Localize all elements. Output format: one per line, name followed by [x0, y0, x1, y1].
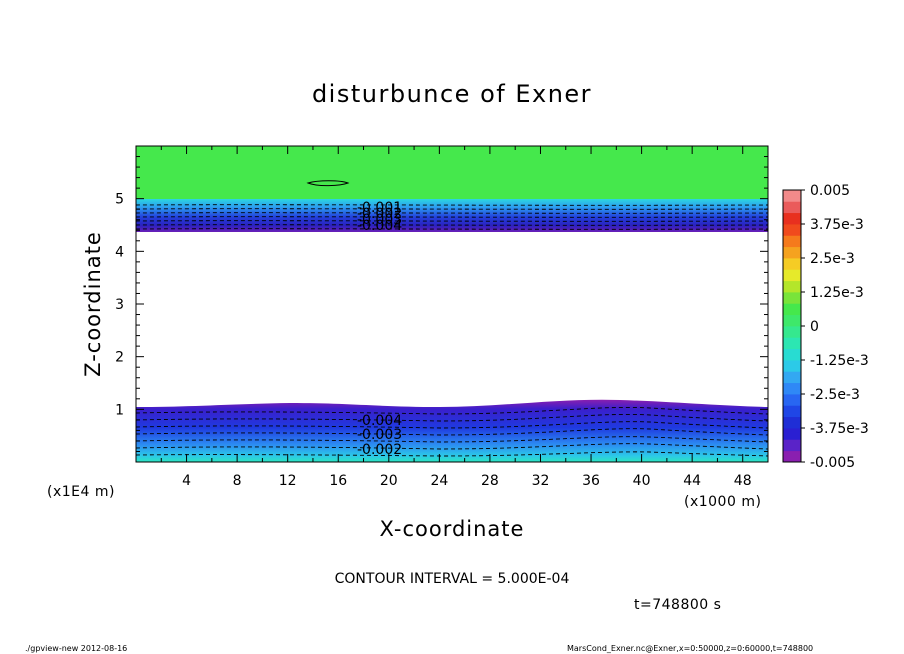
colorbar-label: 1.25e-3: [810, 285, 864, 301]
x-tick-label: 40: [633, 473, 651, 489]
colorbar-label: -1.25e-3: [810, 353, 869, 369]
colorbar-swatch: [783, 439, 801, 452]
contour-labels-upper: -0.001 -0.002 -0.003 -0.004: [357, 200, 402, 234]
colorbar-swatch: [783, 428, 801, 440]
y-tick-label: 2: [115, 350, 124, 366]
y-scale-note: (x1E4 m): [47, 484, 115, 500]
y-tick-labels: 1 2 3 4 5: [115, 192, 124, 419]
colorbar-swatch: [783, 416, 801, 429]
colorbar-swatch: [783, 212, 801, 225]
contour-label: -0.003: [357, 212, 402, 228]
x-tick-label: 44: [683, 473, 701, 489]
x-tick-label: 12: [279, 473, 297, 489]
colorbar-label: 2.5e-3: [810, 251, 855, 267]
colorbar-label: 3.75e-3: [810, 217, 864, 233]
colorbar-swatch: [783, 201, 801, 214]
contour-labels-lower: -0.004 -0.003 -0.002: [357, 413, 402, 458]
x-tick-label: 48: [734, 473, 752, 489]
colorbar-labels: 0.005 3.75e-3 2.5e-3 1.25e-3 0 -1.25e-3 -2.5e-…: [801, 183, 869, 471]
small-closed-contour: [306, 180, 350, 187]
colorbar-swatch: [783, 394, 801, 406]
colorbar-swatch: [783, 360, 801, 372]
upper-gradient-band: [136, 199, 768, 232]
colorbar-swatch: [783, 246, 801, 259]
x-tick-label: 32: [532, 473, 550, 489]
colorbar-swatches: [783, 190, 801, 463]
colorbar-swatch: [783, 235, 801, 248]
x-tick-label: 36: [582, 473, 600, 489]
colorbar-swatch: [783, 382, 801, 395]
colorbar-swatch: [783, 337, 801, 350]
colorbar-swatch: [783, 280, 801, 293]
contour-label: -0.003: [357, 427, 402, 443]
contour-label: -0.004: [357, 413, 402, 429]
contour-label: -0.004: [357, 218, 402, 234]
y-tick-label: 1: [115, 402, 124, 418]
x-tick-label: 28: [481, 473, 499, 489]
colorbar-label: 0.005: [810, 183, 850, 199]
x-tick-label: 16: [329, 473, 347, 489]
contour-interval: CONTOUR INTERVAL = 5.000E-04: [335, 571, 570, 587]
colorbar-swatch: [783, 326, 801, 338]
y-tick-label: 5: [115, 192, 124, 208]
colorbar-swatch: [783, 405, 801, 418]
colorbar-label: 0: [810, 319, 819, 335]
upper-zero-region: [136, 146, 768, 201]
colorbar-swatch: [783, 224, 801, 236]
time-label: t=748800 s: [634, 597, 721, 613]
y-axis-label: Z-coordinate: [81, 231, 105, 377]
colorbar-swatch: [783, 258, 801, 270]
colorbar-swatch: [783, 269, 801, 282]
x-tick-label: 20: [380, 473, 398, 489]
x-axis-label: X-coordinate: [380, 517, 525, 541]
chart-title: disturbunce of Exner: [312, 80, 592, 108]
colorbar-swatch: [783, 450, 801, 463]
footer-right: MarsCond_Exner.nc@Exner,x=0:50000,z=0:60…: [567, 644, 813, 653]
y-tick-label: 3: [115, 297, 124, 313]
x-tick-label: 8: [233, 473, 242, 489]
contour-label: -0.002: [357, 206, 402, 222]
colorbar-swatch: [783, 190, 801, 202]
footer-left: ./gpview-new 2012-08-16: [25, 644, 127, 653]
colorbar: 0.005 3.75e-3 2.5e-3 1.25e-3 0 -1.25e-3 -2.5e-…: [782, 183, 869, 471]
colorbar-swatch: [783, 371, 801, 384]
colorbar-swatch: [783, 292, 801, 304]
plot-area: -0.001 -0.002 -0.003 -0.004 -0.004 -0.00…: [136, 146, 768, 462]
contour-label: -0.002: [357, 442, 402, 458]
x-tick-label: 24: [430, 473, 448, 489]
contour-label: -0.001: [357, 200, 402, 216]
colorbar-swatch: [783, 303, 801, 316]
upper-contours: [136, 204, 768, 230]
axis-ticks: [135, 145, 769, 463]
colorbar-swatch: [783, 314, 801, 327]
colorbar-label: -2.5e-3: [810, 387, 860, 403]
x-tick-labels: 4 8 12 16 20 24 28 32 36 40 44 48: [182, 473, 752, 489]
lower-contours: [136, 406, 768, 457]
x-tick-label: 4: [182, 473, 191, 489]
colorbar-label: -3.75e-3: [810, 421, 869, 437]
colorbar-swatch: [783, 348, 801, 361]
y-tick-label: 4: [115, 244, 124, 260]
colorbar-label: -0.005: [810, 455, 855, 471]
lower-gradient-band: [136, 399, 768, 462]
x-scale-note: (x1000 m): [684, 494, 761, 510]
